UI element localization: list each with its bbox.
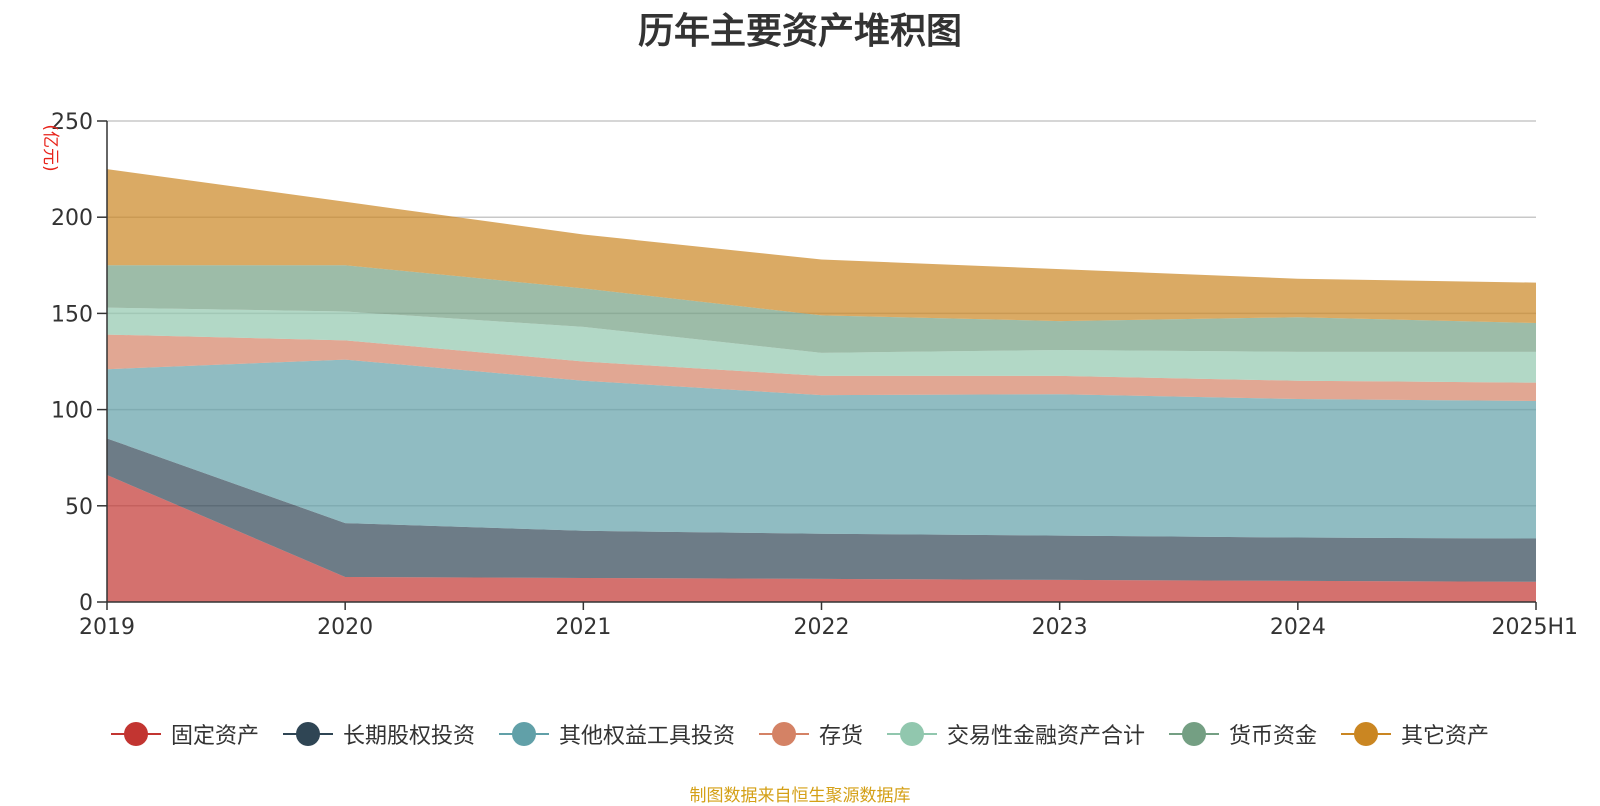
- legend-item-3[interactable]: 存货: [758, 718, 863, 750]
- legend-label: 其他权益工具投资: [558, 724, 735, 749]
- legend-marker-icon: [110, 722, 161, 746]
- area-series-4[interactable]: [107, 307, 1536, 383]
- legend-label: 货币资金: [1229, 724, 1318, 749]
- legend-item-0[interactable]: 固定资产: [110, 718, 259, 750]
- legend-item-5[interactable]: 货币资金: [1169, 718, 1317, 750]
- y-tick-label: 50: [65, 495, 93, 520]
- legend-item-4[interactable]: 交易性金融资产合计: [887, 718, 1145, 750]
- area-series-5[interactable]: [107, 265, 1536, 353]
- y-tick-label: 0: [79, 591, 93, 616]
- y-axis-unit-label: (亿元): [40, 124, 60, 171]
- y-tick-label: 150: [51, 302, 93, 327]
- y-tick-label: 200: [51, 206, 93, 231]
- area-series-group: [107, 169, 1536, 602]
- chart-title: 历年主要资产堆积图: [637, 11, 962, 52]
- y-tick-label: 250: [51, 110, 93, 135]
- legend-label: 存货: [818, 724, 863, 749]
- legend-item-2[interactable]: 其他权益工具投资: [498, 718, 735, 750]
- x-tick-label: 2025H1: [1491, 615, 1578, 640]
- legend-item-6[interactable]: 其它资产: [1341, 718, 1489, 750]
- y-tick-label: 100: [51, 399, 93, 424]
- area-series-3[interactable]: [107, 334, 1536, 401]
- x-tick-label: 2023: [1032, 615, 1088, 640]
- x-tick-label: 2019: [79, 615, 135, 640]
- x-tick-label: 2020: [317, 615, 373, 640]
- legend-label: 交易性金融资产合计: [947, 724, 1146, 749]
- area-series-1[interactable]: [107, 438, 1536, 582]
- legend-item-1[interactable]: 长期股权投资: [282, 718, 475, 750]
- legend-label: 固定资产: [170, 724, 259, 749]
- area-series-6[interactable]: [107, 169, 1536, 324]
- legend-label: 长期股权投资: [342, 724, 475, 749]
- legend-marker-icon: [498, 722, 549, 746]
- legend-marker-icon: [887, 722, 937, 746]
- x-tick-label: 2021: [555, 615, 611, 640]
- legend-label: 其它资产: [1401, 724, 1490, 749]
- legend-marker-icon: [282, 722, 333, 746]
- source-note: 制图数据来自恒生聚源数据库: [689, 786, 911, 806]
- x-tick-label: 2022: [794, 615, 850, 640]
- legend: 固定资产 长期股权投资 其他权益工具投资 存货 交易性金融资产合计 货币资金 其它资产: [0, 718, 1600, 750]
- legend-marker-icon: [1341, 722, 1392, 746]
- legend-marker-icon: [758, 722, 809, 746]
- x-tick-label: 2024: [1270, 615, 1326, 640]
- legend-marker-icon: [1169, 722, 1220, 746]
- area-series-2[interactable]: [107, 359, 1536, 539]
- axes: 0 50 100 150 200 250 2019 2020 2021 2022 2023 2024 2…: [51, 110, 1578, 640]
- area-series-0[interactable]: [107, 475, 1536, 602]
